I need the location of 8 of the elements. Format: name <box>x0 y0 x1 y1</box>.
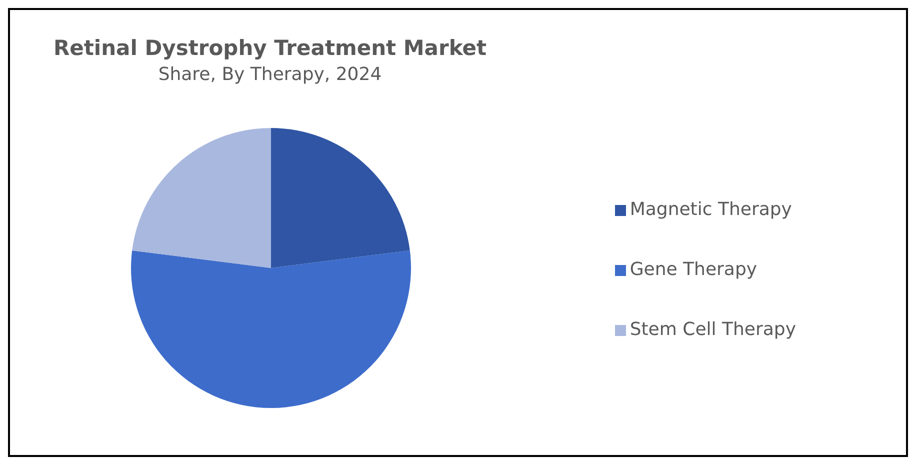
pie-slice <box>132 128 271 268</box>
legend-label: Gene Therapy <box>630 259 758 280</box>
chart-title: Retinal Dystrophy Treatment Market <box>52 36 488 60</box>
chart-subtitle: Share, By Therapy, 2024 <box>157 64 383 85</box>
pie-slice <box>131 250 411 408</box>
legend-label: Stem Cell Therapy <box>630 319 796 340</box>
pie-slice <box>271 128 410 268</box>
legend-label: Magnetic Therapy <box>630 199 792 220</box>
